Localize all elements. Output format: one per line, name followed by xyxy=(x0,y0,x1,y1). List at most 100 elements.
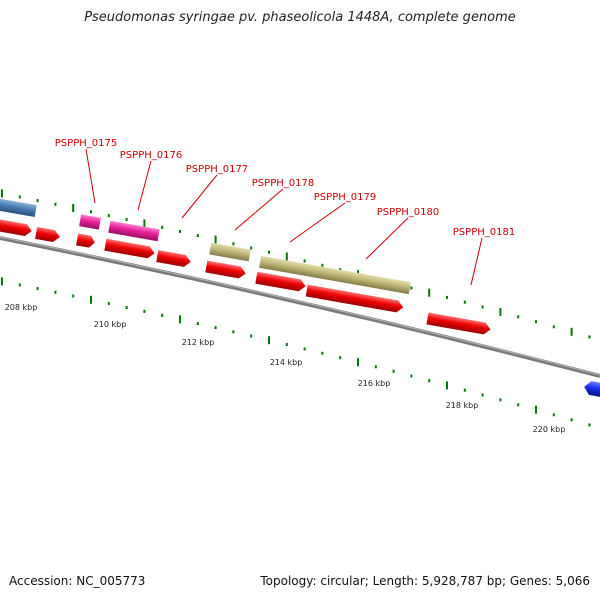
cds-arrow-8 xyxy=(305,284,404,313)
ruler-label-220: 220 kbp xyxy=(533,425,566,434)
ruler-tick-20 xyxy=(357,358,359,367)
upper-tick-17 xyxy=(303,259,306,263)
ruler-tick-27 xyxy=(481,393,484,397)
ruler-tick-24 xyxy=(428,379,431,383)
accession-text: Accession: NC_005773 xyxy=(9,574,146,588)
upper-tick-26 xyxy=(463,300,466,304)
feature-pink-2 xyxy=(108,220,160,242)
ruler-label-216: 216 kbp xyxy=(358,379,391,388)
gene-label-0180: PSPPH_0180 xyxy=(377,207,439,218)
ruler-tick-14 xyxy=(250,334,253,338)
upper-tick-29 xyxy=(517,315,520,319)
gene-label-0176: PSPPH_0176 xyxy=(120,150,182,161)
ruler-tick-15 xyxy=(268,336,270,345)
gene-label-0175: PSPPH_0175 xyxy=(55,138,117,149)
ruler-tick-28 xyxy=(499,398,502,402)
upper-tick-19 xyxy=(339,268,342,272)
ruler-label-218: 218 kbp xyxy=(446,401,479,410)
feature-pink-1 xyxy=(79,214,101,230)
upper-tick-33 xyxy=(588,335,591,339)
ruler-tick-10 xyxy=(179,315,181,324)
map-title: Pseudomonas syringae pv. phaseolicola 14… xyxy=(84,10,516,25)
upper-tick-30 xyxy=(535,320,537,324)
gene-label-0179: PSPPH_0179 xyxy=(314,192,376,203)
ruler-tick-32 xyxy=(570,418,573,422)
ruler-tick-2 xyxy=(36,287,39,291)
genome-backbone xyxy=(0,236,600,378)
ruler-tick-4 xyxy=(72,294,75,298)
gene-label-0177: PSPPH_0177 xyxy=(186,164,248,175)
upper-tick-5 xyxy=(90,210,92,214)
ruler-tick-29 xyxy=(517,403,520,407)
upper-tick-14 xyxy=(250,246,253,250)
upper-tick-32 xyxy=(570,327,573,336)
upper-tick-28 xyxy=(499,307,502,316)
cds-arrow-7 xyxy=(255,271,306,292)
ruler-tick-12 xyxy=(214,326,217,330)
upper-tick-11 xyxy=(196,234,199,237)
upper-tick-27 xyxy=(481,305,484,309)
ruler-tick-5 xyxy=(90,295,92,304)
ruler-label-210: 210 kbp xyxy=(94,320,127,329)
upper-tick-6 xyxy=(107,214,110,218)
cds-arrow-2 xyxy=(35,227,60,242)
ruler-tick-18 xyxy=(321,351,324,355)
ruler-tick-16 xyxy=(285,343,288,346)
feature-khaki-2 xyxy=(259,255,411,295)
ruler-tick-23 xyxy=(410,374,413,378)
ruler-tick-8 xyxy=(143,309,146,313)
cds-arrow-6 xyxy=(205,260,246,279)
upper-tick-4 xyxy=(72,204,75,212)
upper-tick-15 xyxy=(268,250,270,254)
gene-label-0181: PSPPH_0181 xyxy=(453,227,515,238)
feature-khaki-1 xyxy=(209,242,251,262)
cds-arrow-5 xyxy=(156,250,191,267)
cds-arrow-4 xyxy=(104,238,155,259)
feature-blue-neighbor xyxy=(584,381,600,399)
upper-tick-2 xyxy=(36,199,39,203)
feature-steel-blue xyxy=(0,198,37,218)
ruler-tick-13 xyxy=(232,330,235,334)
ruler-tick-11 xyxy=(196,322,199,325)
upper-tick-31 xyxy=(552,325,555,329)
gene-label-0178: PSPPH_0178 xyxy=(252,178,314,189)
upper-tick-13 xyxy=(232,242,235,246)
ruler-tick-0 xyxy=(1,277,3,286)
upper-tick-24 xyxy=(428,288,431,297)
ruler-tick-9 xyxy=(161,313,164,317)
ruler-label-214: 214 kbp xyxy=(270,358,303,367)
upper-tick-25 xyxy=(446,295,448,299)
ruler-tick-1 xyxy=(18,283,21,287)
genome-summary-text: Topology: circular; Length: 5,928,787 bp… xyxy=(260,574,590,588)
ruler-tick-25 xyxy=(446,381,448,390)
upper-tick-8 xyxy=(143,219,146,228)
ruler-tick-6 xyxy=(107,302,110,306)
ruler-tick-17 xyxy=(303,347,306,351)
upper-tick-18 xyxy=(321,263,324,267)
gene-leader-lines xyxy=(85,148,483,286)
ruler-tick-row xyxy=(1,277,591,427)
upper-tick-9 xyxy=(161,225,164,229)
ruler-tick-7 xyxy=(125,306,128,309)
ruler-tick-19 xyxy=(339,356,342,360)
genome-backbone-highlight xyxy=(0,236,600,376)
cds-arrow-1 xyxy=(0,218,32,236)
ruler-label-208: 208 kbp xyxy=(5,303,38,312)
cds-arrow-3 xyxy=(76,233,95,248)
ruler-tick-33 xyxy=(588,423,591,427)
ruler-tick-30 xyxy=(535,405,537,414)
upper-tick-3 xyxy=(54,202,57,206)
ruler-label-212: 212 kbp xyxy=(182,338,215,347)
upper-tick-0 xyxy=(1,189,3,198)
upper-tick-23 xyxy=(410,286,413,290)
upper-tick-16 xyxy=(285,252,288,261)
ruler-tick-22 xyxy=(392,369,395,373)
upper-tick-10 xyxy=(179,229,181,233)
upper-tick-1 xyxy=(18,195,21,199)
ruler-tick-3 xyxy=(54,290,57,294)
ruler-tick-26 xyxy=(463,388,466,392)
ruler-tick-31 xyxy=(552,413,555,417)
upper-tick-7 xyxy=(125,218,128,221)
ruler-tick-21 xyxy=(374,365,377,369)
